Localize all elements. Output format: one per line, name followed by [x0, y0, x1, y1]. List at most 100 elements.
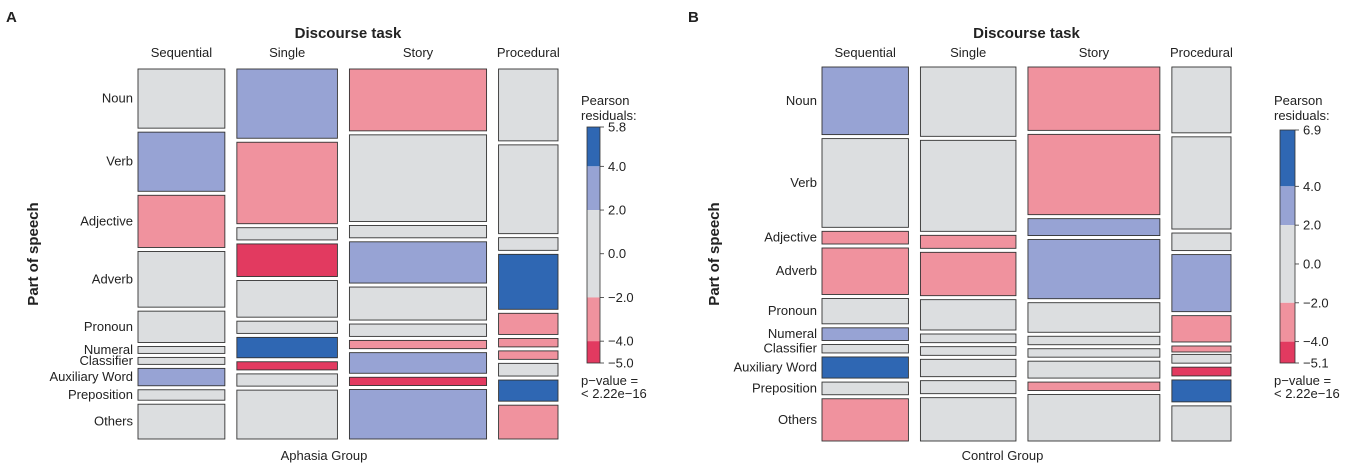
panel-a-tile-story-classifier [348, 339, 488, 350]
panel-a-tile-single-adjective [236, 227, 338, 241]
panel-a-tile-procedural-classifier [498, 350, 559, 360]
panel-b-tile-story-classifier [1027, 348, 1161, 358]
panel-b-tile-sequential-classifier [821, 344, 909, 354]
panel-b-tile-single-auxiliary-word [919, 358, 1017, 378]
panel-b-legend-tick-label-3: 0.0 [1303, 256, 1321, 271]
panel-a-y-axis-label: Part of speech [25, 202, 42, 305]
panel-a-tile-sequential-others [137, 403, 226, 440]
panel-b-tile-sequential-others [821, 398, 909, 442]
panel-a-tile-procedural-adjective [498, 237, 559, 251]
panel-b-tile-sequential-adverb [821, 247, 909, 295]
panel-b-legend-tick-label-6: −5.1 [1303, 356, 1329, 371]
panel-b-tile-procedural-pronoun [1171, 315, 1232, 343]
panel-b-tile-sequential-verb [821, 138, 909, 228]
panel-b-tile-procedural-adverb [1171, 254, 1232, 313]
panel-a-column-label-story: Story [403, 45, 434, 60]
panel-a-row-label-noun: Noun [102, 91, 133, 106]
panel-b-tile-story-verb [1027, 133, 1161, 216]
panel-a-row-label-numeral: Numeral [84, 342, 133, 357]
panel-a-tile-story-preposition [348, 376, 488, 386]
panel-b-tile-procedural-numeral [1171, 345, 1232, 353]
panel-a-column-label-single: Single [269, 45, 305, 60]
panel-a-tile-story-adjective [348, 224, 488, 239]
panel-b-tile-story-adjective [1027, 218, 1161, 236]
panel-a-tile-procedural-preposition [498, 379, 559, 402]
panel-a-legend-title-line2: residuals: [581, 108, 637, 123]
panel-b-legend-tick-label-0: 6.9 [1303, 123, 1321, 138]
panel-b-tile-story-pronoun [1027, 302, 1161, 333]
panel-a-legend-tick-label-3: 0.0 [608, 246, 626, 261]
panel-a-tile-single-verb [236, 141, 338, 225]
panel-b-legend-tick-label-2: 2.0 [1303, 218, 1321, 233]
panel-b-row-label-noun: Noun [786, 93, 817, 108]
panel-b-p-value-line-2: < 2.22e−16 [1274, 386, 1340, 401]
panel-a-tile-procedural-adverb [498, 253, 559, 310]
panel-b-column-label-story: Story [1079, 45, 1110, 60]
panel-a-legend-bar-frame [586, 126, 601, 364]
panel-a-tile-sequential-classifier [137, 356, 226, 365]
panel-b-tile-single-others [919, 397, 1017, 442]
panel-a-tile-sequential-noun [137, 68, 226, 129]
panel-b-column-label-procedural: Procedural [1170, 45, 1233, 60]
panel-b-row-label-pronoun: Pronoun [768, 303, 817, 318]
panel-b-row-label-adverb: Adverb [776, 263, 817, 278]
panel-b-y-axis-label: Part of speech [706, 202, 723, 305]
panel-a-tile-procedural-auxiliary-word [498, 362, 559, 377]
panel-a-column-label-procedural: Procedural [497, 45, 560, 60]
panel-b-tile-sequential-pronoun [821, 298, 909, 325]
panel-b-legend-band-positive [1280, 186, 1295, 226]
panel-a-legend-tick-label-6: −5.0 [608, 356, 634, 371]
panel-a-tile-story-pronoun [348, 286, 488, 321]
panel-a-legend-title: Pearson [581, 93, 629, 108]
panel-b-letter: B [688, 9, 699, 26]
panel-a-letter: A [6, 9, 17, 26]
panel-b-legend-bar-frame [1279, 129, 1296, 364]
panel-b-legend-band-strong-negative [1280, 341, 1295, 363]
panel-b-legend-tick-label-4: −2.0 [1303, 295, 1329, 310]
panel-b-p-value-line-1: p−value = [1274, 373, 1331, 388]
panel-a-tile-procedural-noun [498, 68, 559, 142]
panel-a-legend-band-positive [587, 166, 600, 211]
panel-b-tile-single-adjective [919, 234, 1017, 249]
panel-b-tile-sequential-adjective [821, 230, 909, 245]
panel-b-legend-tick-label-1: 4.0 [1303, 179, 1321, 194]
panel-a-legend-band-negative [587, 297, 600, 342]
panel-b-row-label-others: Others [778, 412, 818, 427]
panel-a-tile-procedural-numeral [498, 337, 559, 348]
panel-a-tile-single-preposition [236, 373, 338, 387]
panel-b-legend-band-neutral [1280, 225, 1295, 303]
panel-b-tile-procedural-noun [1171, 66, 1232, 134]
panel-a-legend-tick-label-4: −2.0 [608, 290, 634, 305]
panel-a-tile-single-classifier [236, 336, 338, 359]
panel-b-tile-story-preposition [1027, 381, 1161, 391]
panel-b-tile-single-pronoun [919, 299, 1017, 331]
panel-a-row-label-verb: Verb [106, 154, 133, 169]
panel-a-tile-procedural-others [498, 404, 559, 440]
panel-a-legend-band-strong-negative [587, 341, 600, 363]
panel-a-tile-single-adverb [236, 243, 338, 277]
panel-b-tile-sequential-preposition [821, 381, 909, 396]
panel-a-p-value-line-1: p−value = [581, 373, 638, 388]
panel-a-row-label-preposition: Preposition [68, 387, 133, 402]
panel-a-tile-story-adverb [348, 241, 488, 284]
panel-a-row-label-others: Others [94, 414, 134, 429]
panel-b-row-label-auxiliary-word: Auxiliary Word [733, 360, 817, 375]
panel-b-row-label-numeral: Numeral [768, 326, 817, 341]
panel-a-tile-sequential-preposition [137, 389, 226, 401]
panel-b-row-label-adjective: Adjective [764, 230, 817, 245]
panel-b-row-label-classifier: Classifier [764, 341, 818, 356]
panel-a-legend-tick-label-2: 2.0 [608, 203, 626, 218]
panel-b-title: Discourse task [973, 25, 1080, 42]
panel-a-tile-story-others [348, 389, 488, 440]
panel-a-row-label-adverb: Adverb [92, 271, 133, 286]
panel-a-tile-single-noun [236, 68, 338, 139]
panel-a-title: Discourse task [295, 25, 402, 42]
panel-a-legend-tick-label-1: 4.0 [608, 159, 626, 174]
panel-b-tile-story-adverb [1027, 239, 1161, 300]
panel-a-row-label-pronoun: Pronoun [84, 319, 133, 334]
panel-b-row-label-preposition: Preposition [752, 380, 817, 395]
panel-b-tile-sequential-noun [821, 66, 909, 136]
panel-a-legend-band-neutral [587, 210, 600, 298]
panel-b-tile-single-adverb [919, 251, 1017, 297]
